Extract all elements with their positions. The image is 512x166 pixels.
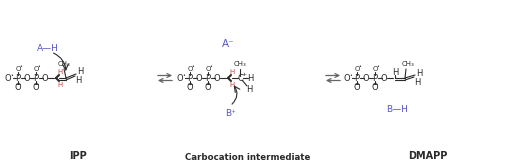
Text: O: O (372, 83, 378, 91)
Text: P: P (33, 74, 38, 83)
Text: IPP: IPP (69, 151, 87, 161)
Text: H: H (247, 74, 253, 83)
Text: •: • (191, 64, 195, 69)
Text: +: + (241, 72, 246, 77)
Text: H: H (246, 84, 252, 93)
Text: O: O (205, 83, 211, 91)
Text: •: • (19, 64, 23, 69)
Text: H: H (416, 69, 422, 78)
Text: P: P (187, 74, 193, 83)
Text: CH₃: CH₃ (58, 61, 70, 67)
Text: O: O (344, 74, 350, 83)
Text: O: O (354, 83, 360, 91)
Text: H: H (57, 82, 62, 88)
Text: H: H (229, 69, 234, 75)
Text: O: O (33, 66, 39, 72)
Text: O: O (372, 66, 378, 72)
Text: O: O (5, 74, 11, 83)
Text: P: P (15, 74, 20, 83)
Text: DMAPP: DMAPP (408, 151, 447, 161)
Text: •: • (10, 73, 13, 78)
Text: C: C (237, 74, 243, 83)
Text: B—H: B—H (386, 106, 408, 115)
Text: O: O (177, 74, 183, 83)
Text: O: O (196, 74, 202, 83)
Text: O: O (354, 66, 360, 72)
Text: •: • (182, 73, 185, 78)
Text: •: • (37, 64, 40, 69)
Text: A—H: A—H (37, 43, 59, 52)
Text: O: O (187, 83, 194, 91)
Text: O: O (187, 66, 193, 72)
Text: P: P (205, 74, 210, 83)
Text: H: H (77, 67, 83, 76)
Text: •: • (358, 64, 361, 69)
Text: O: O (15, 83, 22, 91)
Text: O: O (362, 74, 369, 83)
Text: Carbocation intermediate: Carbocation intermediate (185, 154, 311, 163)
Text: B⁺: B⁺ (226, 109, 237, 118)
Text: P: P (354, 74, 359, 83)
Text: •: • (349, 73, 352, 78)
Text: O: O (214, 74, 220, 83)
Text: H: H (57, 69, 62, 75)
Text: H: H (392, 68, 398, 77)
Text: CH₃: CH₃ (233, 61, 246, 67)
Text: H: H (75, 76, 81, 84)
Text: O: O (33, 83, 39, 91)
Text: O: O (15, 66, 20, 72)
Text: O: O (24, 74, 30, 83)
Text: •: • (209, 64, 212, 69)
Text: O: O (381, 74, 387, 83)
Text: CH₃: CH₃ (401, 61, 414, 67)
Text: H: H (229, 82, 234, 88)
Text: O: O (205, 66, 210, 72)
Text: •: • (376, 64, 379, 69)
Text: P: P (372, 74, 377, 83)
Text: O: O (41, 74, 48, 83)
Text: A⁻: A⁻ (222, 39, 234, 49)
Text: H: H (414, 78, 420, 86)
